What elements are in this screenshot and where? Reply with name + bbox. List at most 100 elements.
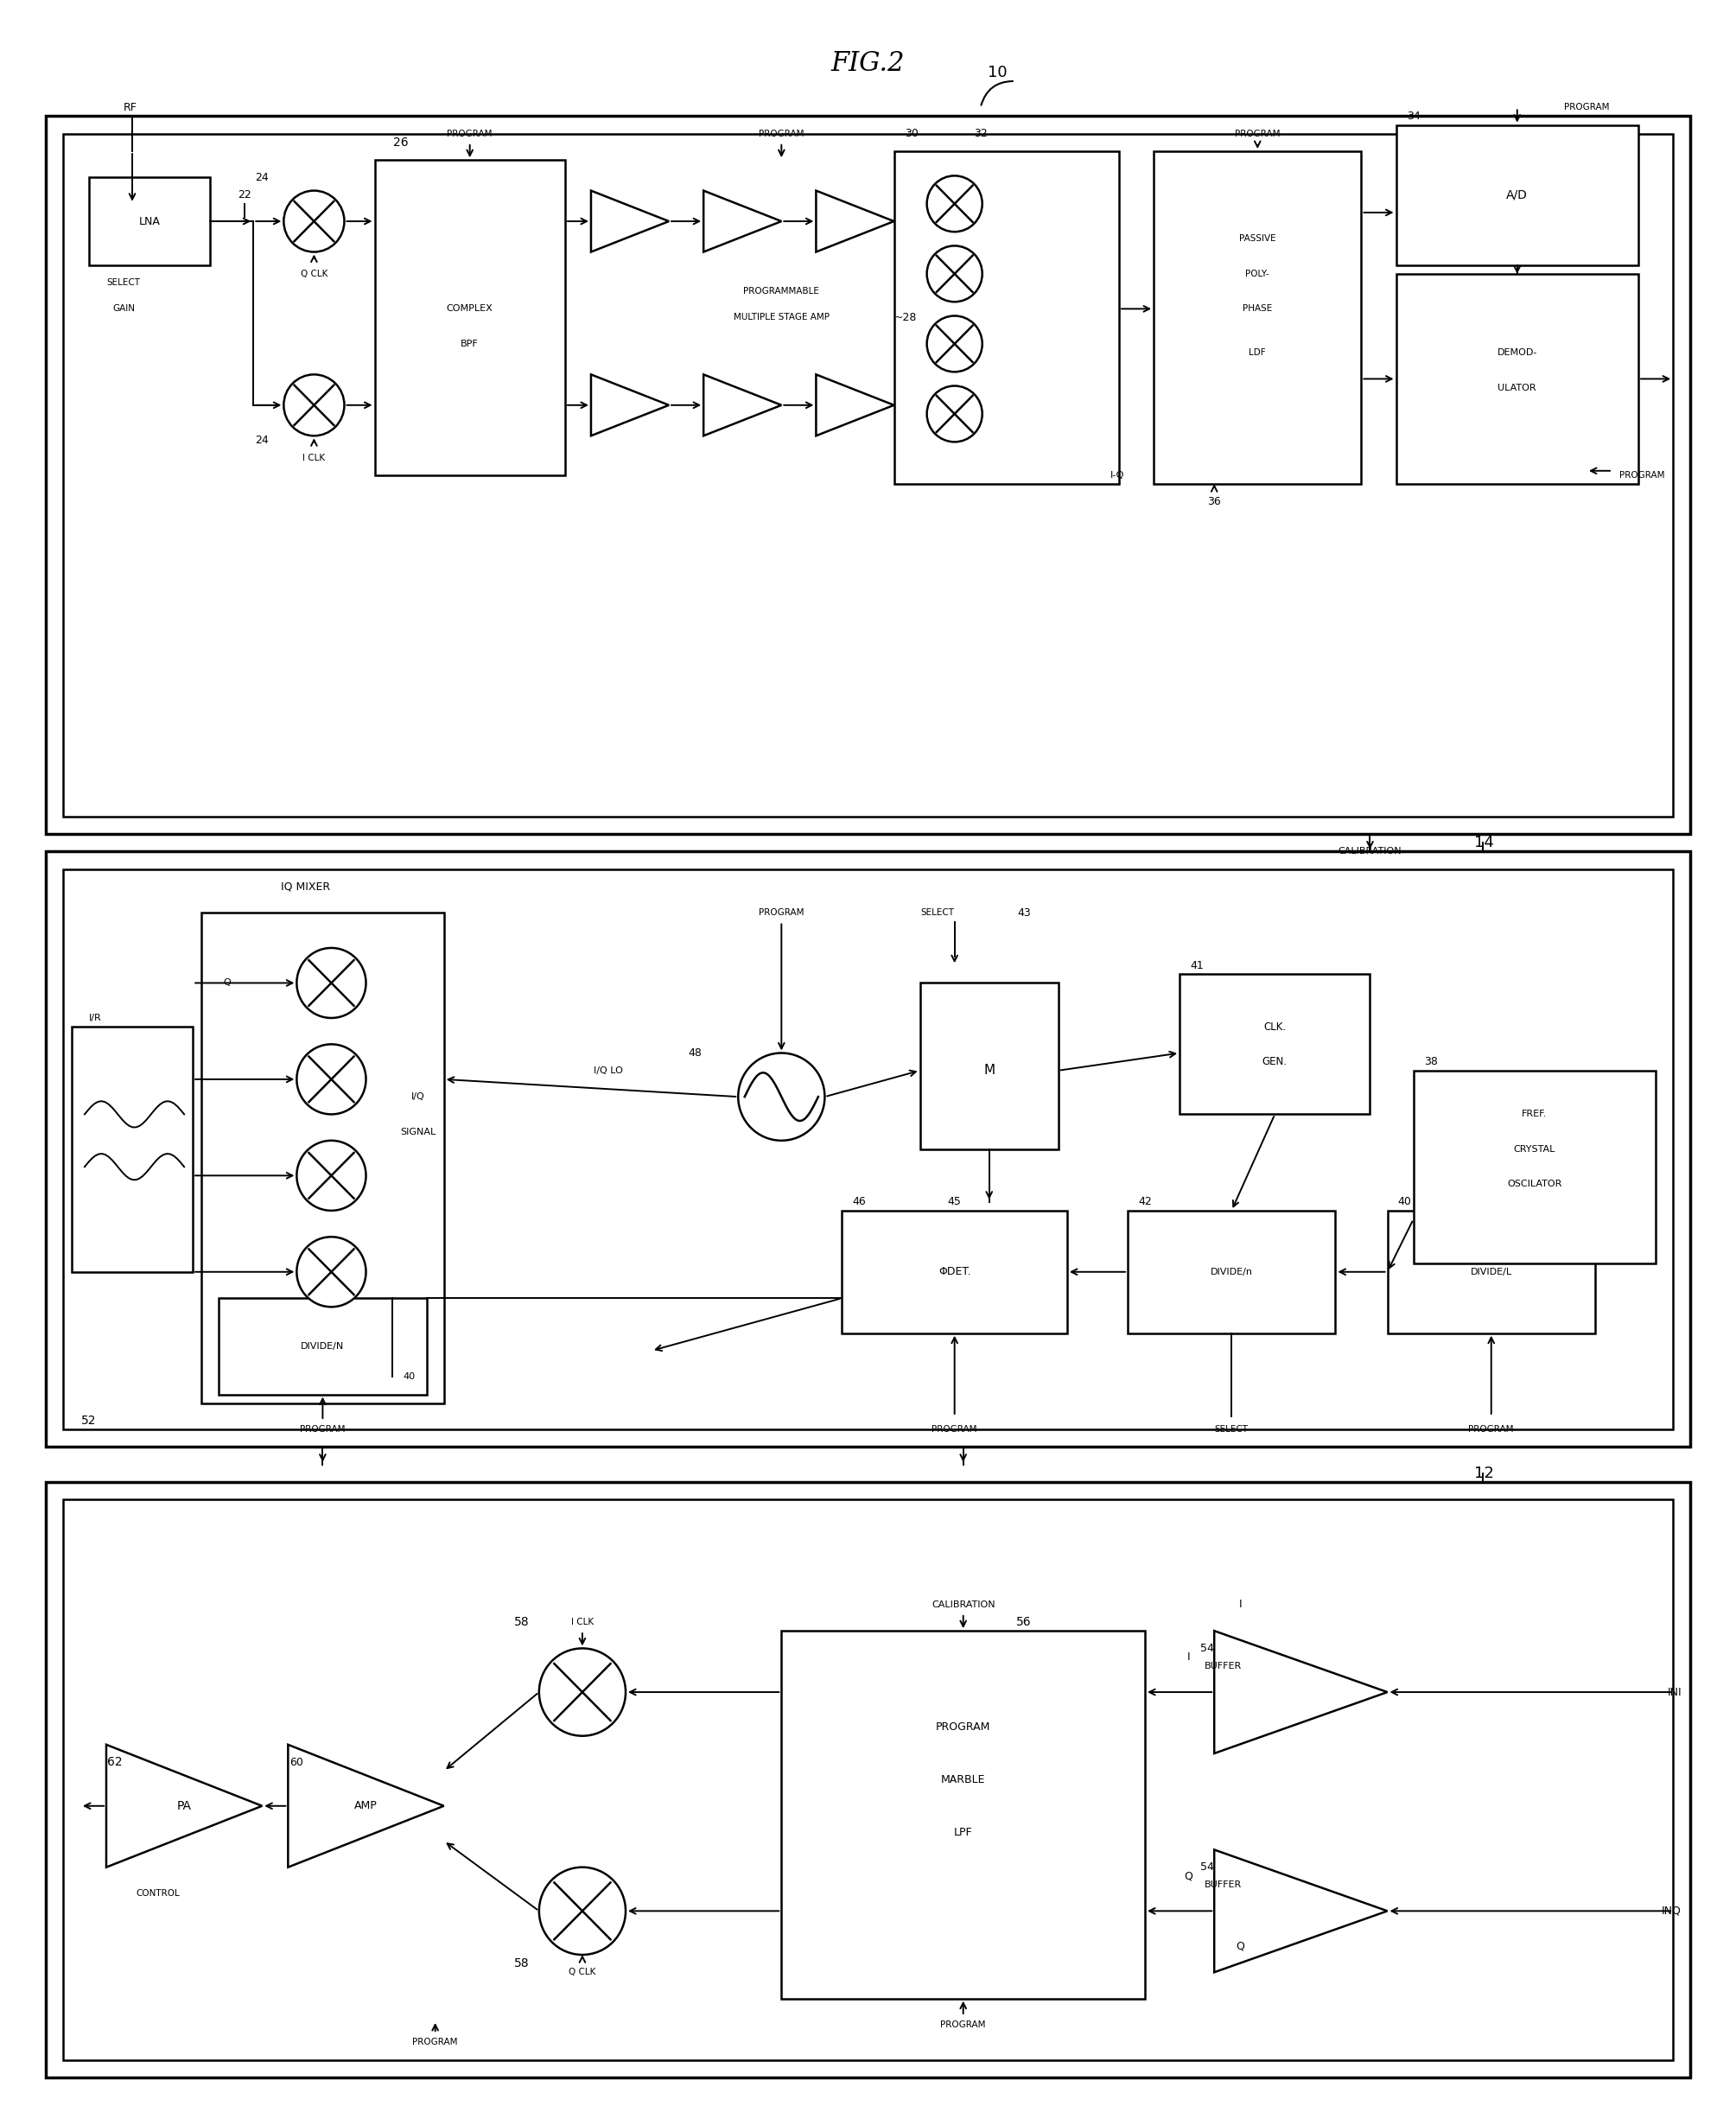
Text: I: I [1240, 1598, 1241, 1611]
Text: 46: 46 [852, 1196, 866, 1207]
Bar [45, 1483, 1691, 2077]
Polygon shape [288, 1744, 444, 1868]
Text: GEN.: GEN. [1262, 1055, 1288, 1068]
Bar [45, 851, 1691, 1447]
Circle shape [738, 1053, 825, 1141]
Circle shape [927, 175, 983, 232]
Text: 45: 45 [948, 1196, 962, 1207]
Text: CLK.: CLK. [1264, 1021, 1286, 1032]
Text: I CLK: I CLK [571, 1617, 594, 1626]
Circle shape [297, 1045, 366, 1114]
Text: 22: 22 [238, 190, 252, 200]
Text: 54: 54 [1201, 1643, 1213, 1653]
Text: PROGRAM: PROGRAM [413, 2039, 458, 2047]
Text: CALIBRATION: CALIBRATION [1338, 847, 1403, 855]
Text: IQ MIXER: IQ MIXER [281, 880, 330, 893]
Polygon shape [590, 375, 668, 436]
Text: 12: 12 [1474, 1466, 1493, 1481]
Text: 26: 26 [392, 137, 408, 150]
Polygon shape [106, 1744, 262, 1868]
Text: 48: 48 [687, 1047, 701, 1059]
Text: PROGRAM: PROGRAM [1469, 1426, 1514, 1434]
Bar [219, 1297, 427, 1394]
Text: INI: INI [1667, 1687, 1682, 1697]
Text: PROGRAM: PROGRAM [932, 1426, 977, 1434]
Bar [1154, 152, 1361, 484]
Text: LDF: LDF [1248, 347, 1266, 356]
Text: GAIN: GAIN [113, 305, 135, 314]
Bar [1128, 1211, 1335, 1333]
Text: BUFFER: BUFFER [1205, 1881, 1241, 1889]
Circle shape [297, 948, 366, 1017]
Text: Q: Q [1236, 1940, 1245, 1952]
Circle shape [283, 192, 344, 253]
Text: DIVIDE/L: DIVIDE/L [1470, 1268, 1512, 1276]
Text: 24: 24 [255, 434, 269, 446]
Polygon shape [590, 192, 668, 253]
Text: I/Q: I/Q [411, 1093, 425, 1101]
Text: POLY-: POLY- [1246, 270, 1269, 278]
Text: DEMOD-: DEMOD- [1496, 347, 1538, 356]
Bar [45, 116, 1691, 834]
Text: RF: RF [123, 101, 137, 114]
Text: PA: PA [177, 1801, 191, 1811]
Text: LNA: LNA [139, 215, 160, 227]
Text: A/D: A/D [1507, 190, 1528, 200]
Text: CONTROL: CONTROL [137, 1889, 181, 1898]
Text: CRYSTAL: CRYSTAL [1514, 1146, 1555, 1154]
Text: ULATOR: ULATOR [1498, 383, 1536, 392]
Text: I CLK: I CLK [302, 453, 325, 461]
Text: 58: 58 [514, 1615, 529, 1628]
Text: CALIBRATION: CALIBRATION [932, 1601, 995, 1609]
Bar [1413, 1070, 1656, 1264]
Text: DIVIDE/N: DIVIDE/N [300, 1342, 344, 1350]
Text: SIGNAL: SIGNAL [399, 1127, 436, 1135]
Text: PHASE: PHASE [1243, 305, 1272, 314]
Bar [201, 912, 444, 1403]
Bar [1180, 975, 1370, 1114]
Text: PROGRAMMABLE: PROGRAMMABLE [743, 286, 819, 295]
Text: SELECT: SELECT [106, 278, 141, 286]
Text: LPF: LPF [953, 1826, 972, 1839]
Text: PROGRAM: PROGRAM [759, 908, 804, 918]
Polygon shape [816, 192, 894, 253]
Text: 54: 54 [1201, 1862, 1213, 1872]
Text: PROGRAM: PROGRAM [759, 128, 804, 139]
Text: 58: 58 [514, 1956, 529, 1969]
Text: 24: 24 [255, 173, 269, 183]
Text: BPF: BPF [460, 339, 479, 347]
Text: PROGRAM: PROGRAM [300, 1426, 345, 1434]
Circle shape [297, 1141, 366, 1211]
Bar [62, 133, 1674, 817]
Text: ~28: ~28 [894, 312, 917, 322]
Text: COMPLEX: COMPLEX [446, 305, 493, 314]
Text: M: M [984, 1064, 995, 1076]
Text: 40: 40 [1397, 1196, 1411, 1207]
Text: 42: 42 [1139, 1196, 1151, 1207]
Polygon shape [1213, 1630, 1387, 1754]
Text: DIVIDE/n: DIVIDE/n [1210, 1268, 1253, 1276]
Text: BUFFER: BUFFER [1205, 1662, 1241, 1670]
Text: SELECT: SELECT [920, 908, 955, 918]
Polygon shape [703, 192, 781, 253]
Bar [1387, 1211, 1595, 1333]
Bar [1396, 124, 1639, 265]
Text: Q CLK: Q CLK [569, 1967, 595, 1978]
Text: 34: 34 [1406, 112, 1420, 122]
Bar [842, 1211, 1068, 1333]
Circle shape [540, 1649, 625, 1735]
Text: OSCILATOR: OSCILATOR [1507, 1179, 1562, 1188]
Bar [62, 870, 1674, 1430]
Text: MARBLE: MARBLE [941, 1773, 986, 1786]
Text: 14: 14 [1474, 836, 1493, 851]
Text: 40: 40 [403, 1373, 415, 1382]
Text: 36: 36 [1208, 495, 1220, 508]
Text: FIG.2: FIG.2 [832, 51, 904, 78]
Circle shape [927, 246, 983, 301]
Text: Q CLK: Q CLK [300, 270, 328, 278]
Text: PROGRAM: PROGRAM [1620, 472, 1665, 480]
Text: I: I [1187, 1651, 1189, 1664]
Circle shape [927, 316, 983, 373]
Circle shape [283, 375, 344, 436]
Polygon shape [703, 375, 781, 436]
